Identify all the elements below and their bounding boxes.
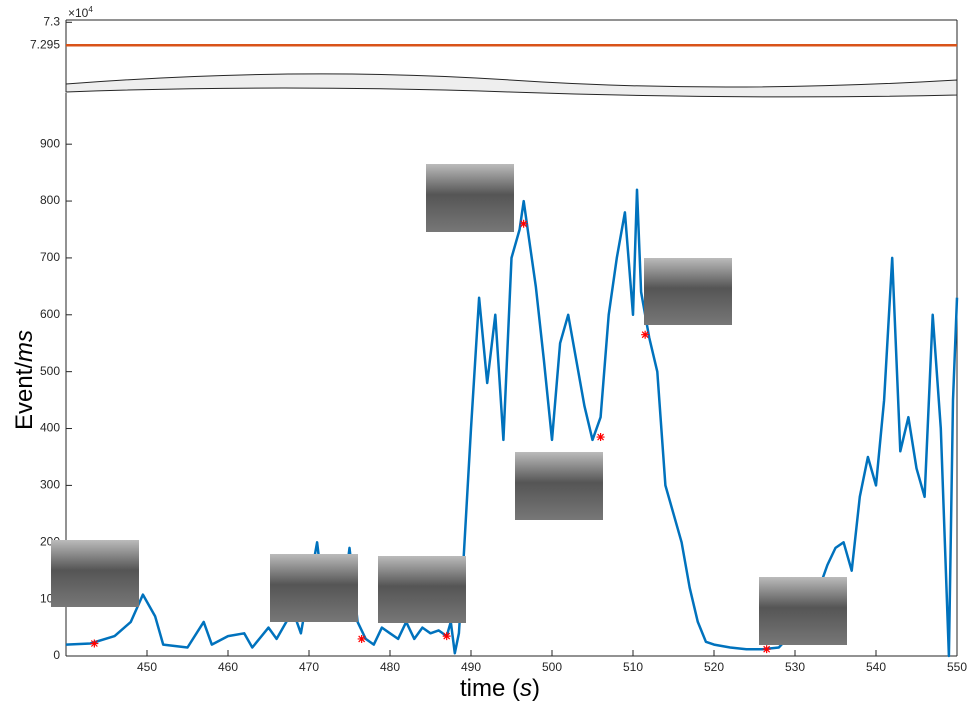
frame-marker xyxy=(641,330,650,339)
y-tick-label: 900 xyxy=(40,136,60,150)
x-tick-label: 540 xyxy=(866,660,886,674)
x-tick-label: 520 xyxy=(704,660,724,674)
x-tick-label: 470 xyxy=(299,660,319,674)
thumbnails xyxy=(51,164,847,645)
x-tick-label: 450 xyxy=(137,660,157,674)
frame-marker xyxy=(519,219,528,228)
y-tick-label: 400 xyxy=(40,421,60,435)
y-tick-label: 800 xyxy=(40,193,60,207)
y-tick-label: 600 xyxy=(40,307,60,321)
y-tick-label: 0 xyxy=(53,648,60,662)
y-tick-label: 700 xyxy=(40,250,60,264)
y2-exponent: ×104 xyxy=(68,5,93,20)
x-tick-label: 490 xyxy=(461,660,481,674)
x-tick-label: 530 xyxy=(785,660,805,674)
frame-marker xyxy=(762,645,771,654)
x-axis-label: time (s) xyxy=(460,675,540,702)
axes-frame xyxy=(65,19,958,657)
x-tick-label: 550 xyxy=(947,660,967,674)
y-tick-label: 500 xyxy=(40,364,60,378)
axis-break xyxy=(65,73,958,98)
frame-marker xyxy=(357,634,366,643)
y2-tick-label: 7.295 xyxy=(30,37,60,51)
frame-marker xyxy=(596,433,605,442)
y-axis-label: Event/ms xyxy=(11,330,38,430)
frame-marker xyxy=(90,639,99,648)
x-tick-label: 460 xyxy=(218,660,238,674)
x-tick-label: 500 xyxy=(542,660,562,674)
x-tick-label: 480 xyxy=(380,660,400,674)
y-tick-label: 300 xyxy=(40,478,60,492)
y2-tick-label: 7.3 xyxy=(43,14,60,28)
x-tick-label: 510 xyxy=(623,660,643,674)
frame-marker xyxy=(442,632,451,641)
